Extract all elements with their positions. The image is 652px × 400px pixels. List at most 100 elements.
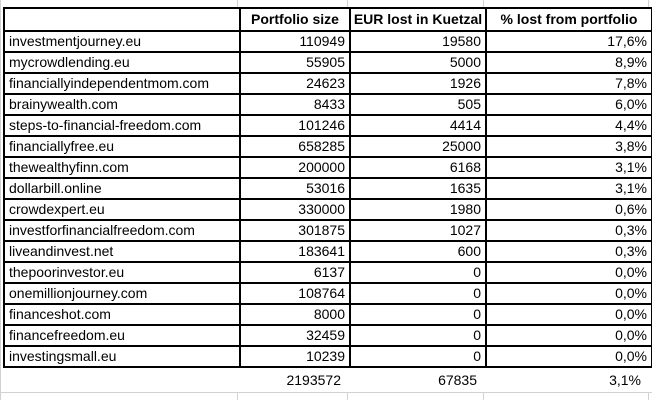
cell-pct-lost[interactable]: 0,0% (485, 261, 652, 284)
cell-pct-lost[interactable]: 3,1% (485, 177, 652, 200)
cell-portfolio-size[interactable]: 200000 (239, 156, 351, 179)
cell-eur-lost[interactable]: 0 (349, 303, 487, 326)
cell-site[interactable]: financefreedom.eu (3, 324, 241, 347)
table-row: crowdexpert.eu 330000 1980 0,6% (3, 198, 652, 221)
cell-site[interactable]: investmentjourney.eu (3, 30, 241, 53)
table-row: steps-to-financial-freedom.com 101246 4414… (3, 114, 652, 137)
cell-eur-lost[interactable]: 5000 (349, 51, 487, 74)
table-row: investforfinancialfreedom.com 301875 1027 0… (3, 219, 652, 242)
gridline-stub (347, 393, 348, 400)
header-blank-cell[interactable] (3, 7, 241, 32)
cell-site[interactable]: investforfinancialfreedom.com (3, 219, 241, 242)
table-row: thewealthyfinn.com 200000 6168 3,1% (3, 156, 652, 179)
cell-portfolio-size[interactable]: 53016 (239, 177, 351, 200)
cell-portfolio-size[interactable]: 55905 (239, 51, 351, 74)
cell-site[interactable]: crowdexpert.eu (3, 198, 241, 221)
cell-site[interactable]: thepoorinvestor.eu (3, 261, 241, 284)
cell-portfolio-size[interactable]: 6137 (239, 261, 351, 284)
cell-pct-lost[interactable]: 0,0% (485, 303, 652, 326)
cell-site[interactable]: steps-to-financial-freedom.com (3, 114, 241, 137)
cell-site[interactable]: investingsmall.eu (3, 345, 241, 368)
gridline-stub (648, 0, 649, 7)
cell-portfolio-size[interactable]: 658285 (239, 135, 351, 158)
kuetzal-losses-table: Portfolio size EUR lost in Kuetzal % los… (3, 7, 652, 368)
cell-site[interactable]: onemillionjourney.com (3, 282, 241, 305)
header-eur-lost-kuetzal[interactable]: EUR lost in Kuetzal (349, 7, 487, 32)
gridline-stub (237, 0, 238, 7)
cell-eur-lost[interactable]: 0 (349, 282, 487, 305)
cell-eur-lost[interactable]: 19580 (349, 30, 487, 53)
cell-portfolio-size[interactable]: 32459 (239, 324, 351, 347)
cell-portfolio-size[interactable]: 110949 (239, 30, 351, 53)
cell-pct-lost[interactable]: 0,0% (485, 282, 652, 305)
gridline-below-totals (0, 392, 652, 393)
cell-portfolio-size[interactable]: 301875 (239, 219, 351, 242)
table-row: dollarbill.online 53016 1635 3,1% (3, 177, 652, 200)
cell-pct-lost[interactable]: 0,0% (485, 324, 652, 347)
table-row: brainywealth.com 8433 505 6,0% (3, 93, 652, 116)
cell-eur-lost[interactable]: 0 (349, 324, 487, 347)
total-portfolio-size[interactable]: 2193572 (286, 372, 341, 388)
cell-portfolio-size[interactable]: 8433 (239, 93, 351, 116)
cell-eur-lost[interactable]: 0 (349, 345, 487, 368)
table-row: financefreedom.eu 32459 0 0,0% (3, 324, 652, 347)
cell-pct-lost[interactable]: 6,0% (485, 93, 652, 116)
cell-eur-lost[interactable]: 600 (349, 240, 487, 263)
cell-eur-lost[interactable]: 1980 (349, 198, 487, 221)
gridline-stub (237, 393, 238, 400)
cell-eur-lost[interactable]: 4414 (349, 114, 487, 137)
header-portfolio-size[interactable]: Portfolio size (239, 7, 351, 32)
gridline-left-edge (0, 0, 1, 400)
cell-pct-lost[interactable]: 0,3% (485, 240, 652, 263)
table-row: mycrowdlending.eu 55905 5000 8,9% (3, 51, 652, 74)
table-row: financiallyfree.eu 658285 25000 3,8% (3, 135, 652, 158)
table-row: liveandinvest.net 183641 600 0,3% (3, 240, 652, 263)
cell-pct-lost[interactable]: 4,4% (485, 114, 652, 137)
gridline-stub (648, 393, 649, 400)
cell-site[interactable]: financiallyindependentmom.com (3, 72, 241, 95)
cell-eur-lost[interactable]: 6168 (349, 156, 487, 179)
cell-site[interactable]: thewealthyfinn.com (3, 156, 241, 179)
cell-pct-lost[interactable]: 0,3% (485, 219, 652, 242)
cell-eur-lost[interactable]: 505 (349, 93, 487, 116)
table-row: financeshot.com 8000 0 0,0% (3, 303, 652, 326)
cell-eur-lost[interactable]: 1027 (349, 219, 487, 242)
cell-eur-lost[interactable]: 1635 (349, 177, 487, 200)
cell-pct-lost[interactable]: 8,9% (485, 51, 652, 74)
cell-portfolio-size[interactable]: 183641 (239, 240, 351, 263)
gridline-stub (347, 0, 348, 7)
cell-portfolio-size[interactable]: 108764 (239, 282, 351, 305)
cell-pct-lost[interactable]: 3,1% (485, 156, 652, 179)
cell-portfolio-size[interactable]: 8000 (239, 303, 351, 326)
cell-site[interactable]: liveandinvest.net (3, 240, 241, 263)
cell-eur-lost[interactable]: 25000 (349, 135, 487, 158)
cell-pct-lost[interactable]: 3,8% (485, 135, 652, 158)
cell-pct-lost[interactable]: 17,6% (485, 30, 652, 53)
cell-eur-lost[interactable]: 0 (349, 261, 487, 284)
cell-portfolio-size[interactable]: 101246 (239, 114, 351, 137)
cell-site[interactable]: financeshot.com (3, 303, 241, 326)
cell-pct-lost[interactable]: 0,0% (485, 345, 652, 368)
cell-site[interactable]: brainywealth.com (3, 93, 241, 116)
cell-site[interactable]: dollarbill.online (3, 177, 241, 200)
totals-row: 2193572 67835 3,1% (3, 368, 651, 392)
cell-portfolio-size[interactable]: 330000 (239, 198, 351, 221)
table-body: investmentjourney.eu 110949 19580 17,6% mycr… (3, 30, 652, 368)
cell-site[interactable]: financiallyfree.eu (3, 135, 241, 158)
cell-pct-lost[interactable]: 0,6% (485, 198, 652, 221)
cell-pct-lost[interactable]: 7,8% (485, 72, 652, 95)
gridline-stub (483, 0, 484, 7)
table-row: investmentjourney.eu 110949 19580 17,6% (3, 30, 652, 53)
header-row: Portfolio size EUR lost in Kuetzal % los… (3, 7, 652, 32)
cell-portfolio-size[interactable]: 10239 (239, 345, 351, 368)
table-row: onemillionjourney.com 108764 0 0,0% (3, 282, 652, 305)
header-pct-lost[interactable]: % lost from portfolio (485, 7, 652, 32)
table-row: thepoorinvestor.eu 6137 0 0,0% (3, 261, 652, 284)
cell-site[interactable]: mycrowdlending.eu (3, 51, 241, 74)
table-row: investingsmall.eu 10239 0 0,0% (3, 345, 652, 368)
cell-eur-lost[interactable]: 1926 (349, 72, 487, 95)
total-pct-lost[interactable]: 3,1% (609, 372, 641, 388)
total-eur-lost[interactable]: 67835 (438, 372, 477, 388)
cell-portfolio-size[interactable]: 24623 (239, 72, 351, 95)
